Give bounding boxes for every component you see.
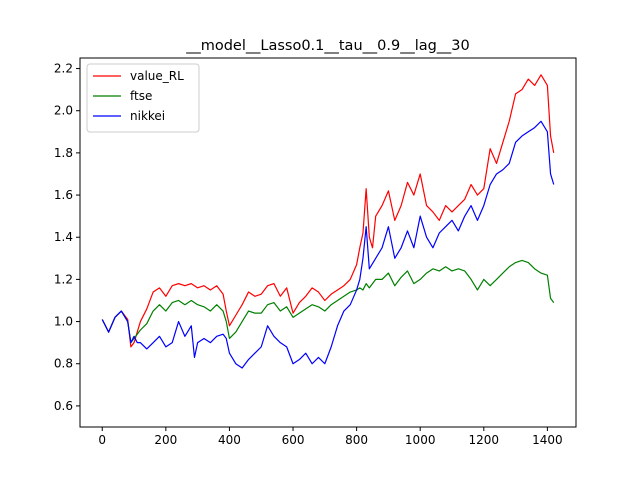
series-line-value_RL — [101, 74, 555, 348]
y-tick-label: 1.0 — [54, 315, 73, 329]
y-tick-label: 2.2 — [54, 62, 73, 76]
y-tick-label: 2.0 — [54, 104, 73, 118]
axes-frame — [79, 57, 577, 428]
x-tick-label: 1200 — [469, 433, 500, 447]
y-tick-label: 1.2 — [54, 272, 73, 286]
x-tick-label: 1400 — [532, 433, 563, 447]
legend-box — [86, 63, 200, 133]
x-tick-label: 800 — [345, 433, 368, 447]
x-tick-label: 200 — [154, 433, 177, 447]
y-tick-label: 0.8 — [54, 357, 73, 371]
series-line-ftse — [101, 259, 555, 344]
x-tick-label: 400 — [218, 433, 241, 447]
legend-label-value_RL: value_RL — [130, 69, 184, 83]
x-tick-label: 0 — [98, 433, 106, 447]
axes: 0 200 400 600 800 1000 1200 1400 0.6 0.8 1.0 1.2 1.4… — [54, 57, 577, 447]
y-tick-label: 0.6 — [54, 399, 73, 413]
x-tick-label: 600 — [282, 433, 305, 447]
legend-label-nikkei: nikkei — [130, 109, 165, 123]
series-lines — [101, 74, 555, 369]
y-tick-label: 1.6 — [54, 188, 73, 202]
chart-title: __model__Lasso0.1__tau__0.9__lag__30 — [185, 38, 470, 54]
y-tick-label: 1.8 — [54, 146, 73, 160]
y-tick-label: 1.4 — [54, 230, 73, 244]
legend-label-ftse: ftse — [130, 89, 152, 103]
series-line-nikkei — [101, 120, 555, 369]
x-tick-label: 1000 — [405, 433, 436, 447]
